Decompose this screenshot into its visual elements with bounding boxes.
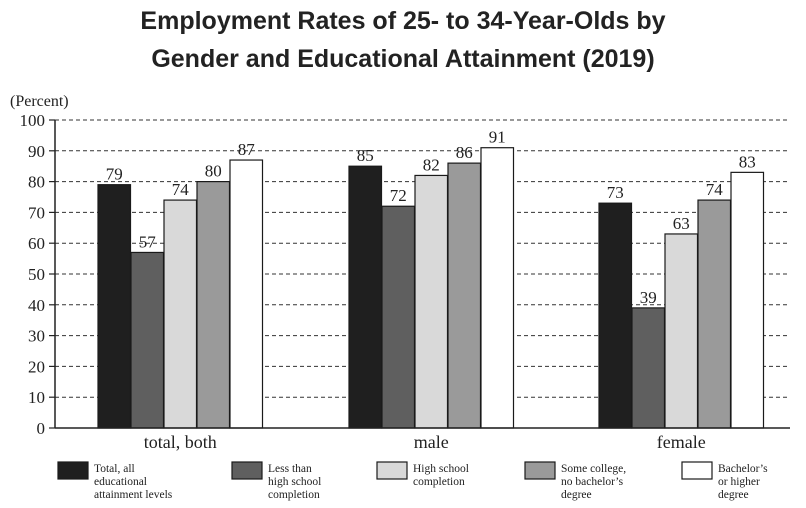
legend-label: no bachelor’s <box>561 476 624 488</box>
bar-2-4 <box>730 171 765 429</box>
bar-value-label: 63 <box>673 214 690 233</box>
legend-label: attainment levels <box>94 489 173 501</box>
bar-2-3 <box>697 199 732 429</box>
y-tick-label: 50 <box>28 265 45 284</box>
y-tick-label: 100 <box>20 111 46 130</box>
bar-value-label: 72 <box>390 186 407 205</box>
legend-label: degree <box>561 489 592 501</box>
y-tick-label: 60 <box>28 234 45 253</box>
bar-value-label: 74 <box>706 180 724 199</box>
legend-label: high school <box>268 476 321 488</box>
bar-value-label: 80 <box>205 162 222 181</box>
legend-label: completion <box>413 476 465 488</box>
x-category-label: total, both <box>144 432 217 452</box>
bar-value-label: 57 <box>139 232 157 251</box>
y-tick-label: 20 <box>28 357 45 376</box>
y-tick-label: 80 <box>28 173 45 192</box>
x-category-label: female <box>657 432 706 452</box>
y-tick-label: 10 <box>28 388 45 407</box>
bar-value-label: 82 <box>423 155 440 174</box>
bar-value-label: 85 <box>357 146 374 165</box>
y-tick-label: 70 <box>28 203 45 222</box>
bar-1-1 <box>381 205 416 429</box>
legend-label: completion <box>268 489 320 501</box>
bar-value-label: 91 <box>489 128 506 147</box>
bar-1-3 <box>447 162 482 429</box>
legend-swatch <box>231 461 263 480</box>
bar-value-label: 73 <box>607 183 624 202</box>
legend-label: or higher <box>718 476 760 488</box>
bar-0-2 <box>163 199 198 429</box>
bar-value-label: 39 <box>640 288 657 307</box>
legend-label: degree <box>718 489 749 501</box>
y-tick-label: 40 <box>28 296 45 315</box>
y-axis-label: (Percent) <box>10 93 69 110</box>
bar-0-4 <box>229 159 264 429</box>
bar-0-3 <box>196 181 231 429</box>
bar-2-0 <box>598 202 633 429</box>
bar-2-2 <box>664 233 699 429</box>
chart-title-line-2: Gender and Educational Attainment (2019) <box>151 45 655 73</box>
bar-0-0 <box>97 184 132 429</box>
bar-1-4 <box>480 147 515 429</box>
legend-swatch <box>681 461 713 480</box>
legend-swatch <box>57 461 89 480</box>
bar-value-label: 87 <box>238 140 256 159</box>
bar-value-label: 74 <box>172 180 190 199</box>
legend-label: Total, all <box>94 463 135 475</box>
legend-swatch <box>376 461 408 480</box>
bar-1-2 <box>414 174 449 429</box>
y-tick-label: 0 <box>37 419 46 438</box>
bar-0-1 <box>130 251 165 429</box>
legend-label: High school <box>413 463 469 475</box>
bar-1-0 <box>348 165 383 429</box>
legend-swatch <box>524 461 556 480</box>
bar-2-1 <box>631 307 666 429</box>
legend-label: Some college, <box>561 463 626 475</box>
bar-value-label: 79 <box>106 165 123 184</box>
legend-label: Less than <box>268 463 312 475</box>
y-tick-label: 90 <box>28 142 45 161</box>
bar-value-label: 83 <box>739 152 756 171</box>
legend-label: Bachelor’s <box>718 463 768 475</box>
bar-value-label: 86 <box>456 143 473 162</box>
y-tick-label: 30 <box>28 327 45 346</box>
x-category-label: male <box>414 432 449 452</box>
chart-title-line-1: Employment Rates of 25- to 34-Year-Olds … <box>140 7 666 35</box>
legend-label: educational <box>94 476 147 488</box>
